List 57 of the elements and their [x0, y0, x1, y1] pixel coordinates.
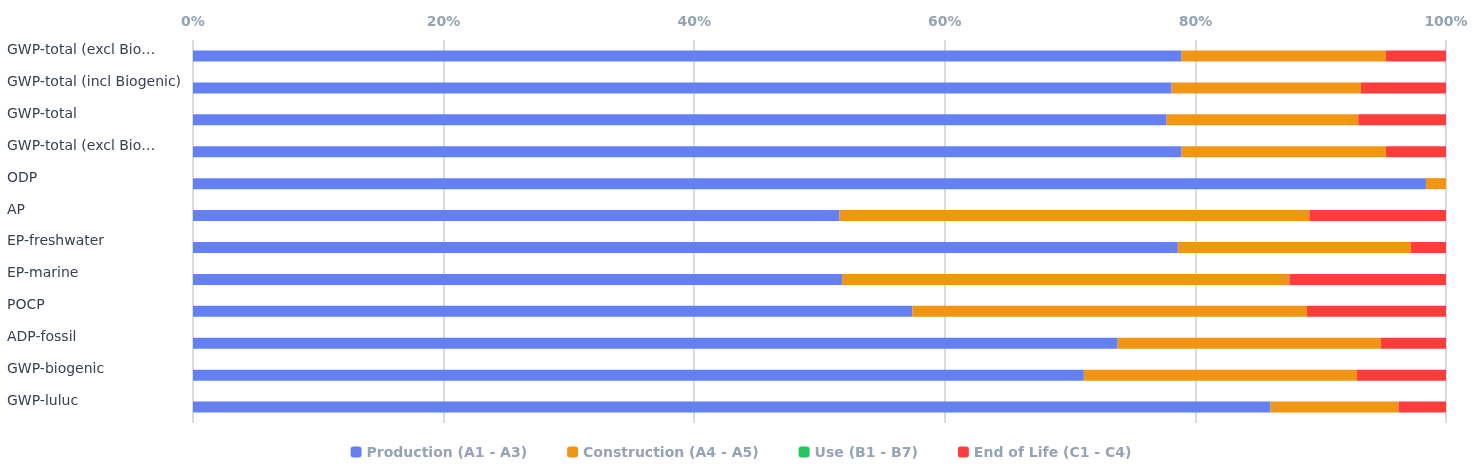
y-tick-label: AP [7, 200, 26, 217]
y-tick-label: GWP-total (excl Bio… [7, 136, 156, 153]
bar [1309, 210, 1446, 222]
y-tick-label: POCP [7, 296, 45, 313]
bar [1385, 50, 1446, 62]
bar [193, 241, 1178, 253]
bar [1289, 273, 1446, 285]
bar [1177, 241, 1411, 253]
bar [193, 178, 1426, 190]
bar [1117, 337, 1381, 349]
x-tick-label: 80% [1178, 13, 1213, 29]
bar [912, 305, 1307, 317]
x-tick-label: 40% [677, 13, 711, 29]
bar [193, 305, 913, 317]
bar [1181, 50, 1386, 62]
bar [1360, 82, 1446, 94]
bar [1306, 305, 1446, 317]
bar [1357, 369, 1446, 381]
x-tick-label: 20% [426, 13, 461, 29]
bar [1181, 146, 1386, 158]
legend-label: Use (B1 - B7) [814, 444, 918, 460]
y-tick-label: GWP-total (excl Bio… [7, 40, 156, 57]
bar [193, 50, 1182, 62]
bar [1171, 82, 1361, 94]
bar [193, 114, 1167, 126]
bar [193, 369, 1084, 381]
x-tick-label: 100% [1424, 13, 1468, 29]
bar [193, 273, 843, 285]
bar [193, 337, 1118, 349]
bar [1385, 146, 1446, 158]
bar [193, 210, 840, 222]
y-tick-label: GWP-total (incl Biogenic) [7, 72, 182, 89]
bar [193, 401, 1271, 413]
bar [1358, 114, 1446, 126]
bar [839, 210, 1310, 222]
bar [193, 82, 1172, 94]
bar [1425, 178, 1446, 190]
legend-label: Construction (A4 - A5) [583, 444, 759, 460]
y-tick-label: ADP-fossil [7, 328, 77, 345]
y-tick-label: EP-marine [7, 264, 79, 281]
y-tick-label: GWP-luluc [7, 392, 79, 409]
bar [1270, 401, 1399, 413]
bar [1410, 241, 1446, 253]
bar [842, 273, 1290, 285]
x-tick-label: 0% [181, 13, 205, 29]
y-tick-label: EP-freshwater [7, 232, 105, 249]
legend-label: Production (A1 - A3) [366, 444, 528, 460]
bar [1380, 337, 1446, 349]
bar [1166, 114, 1359, 126]
x-tick-label: 60% [928, 13, 962, 29]
bar [193, 146, 1182, 158]
y-tick-label: ODP [7, 168, 38, 185]
bar [1083, 369, 1358, 381]
y-tick-label: GWP-total [7, 104, 77, 121]
y-tick-label: GWP-biogenic [7, 360, 105, 377]
legend-label: End of Life (C1 - C4) [973, 444, 1132, 460]
bar [1398, 401, 1446, 413]
